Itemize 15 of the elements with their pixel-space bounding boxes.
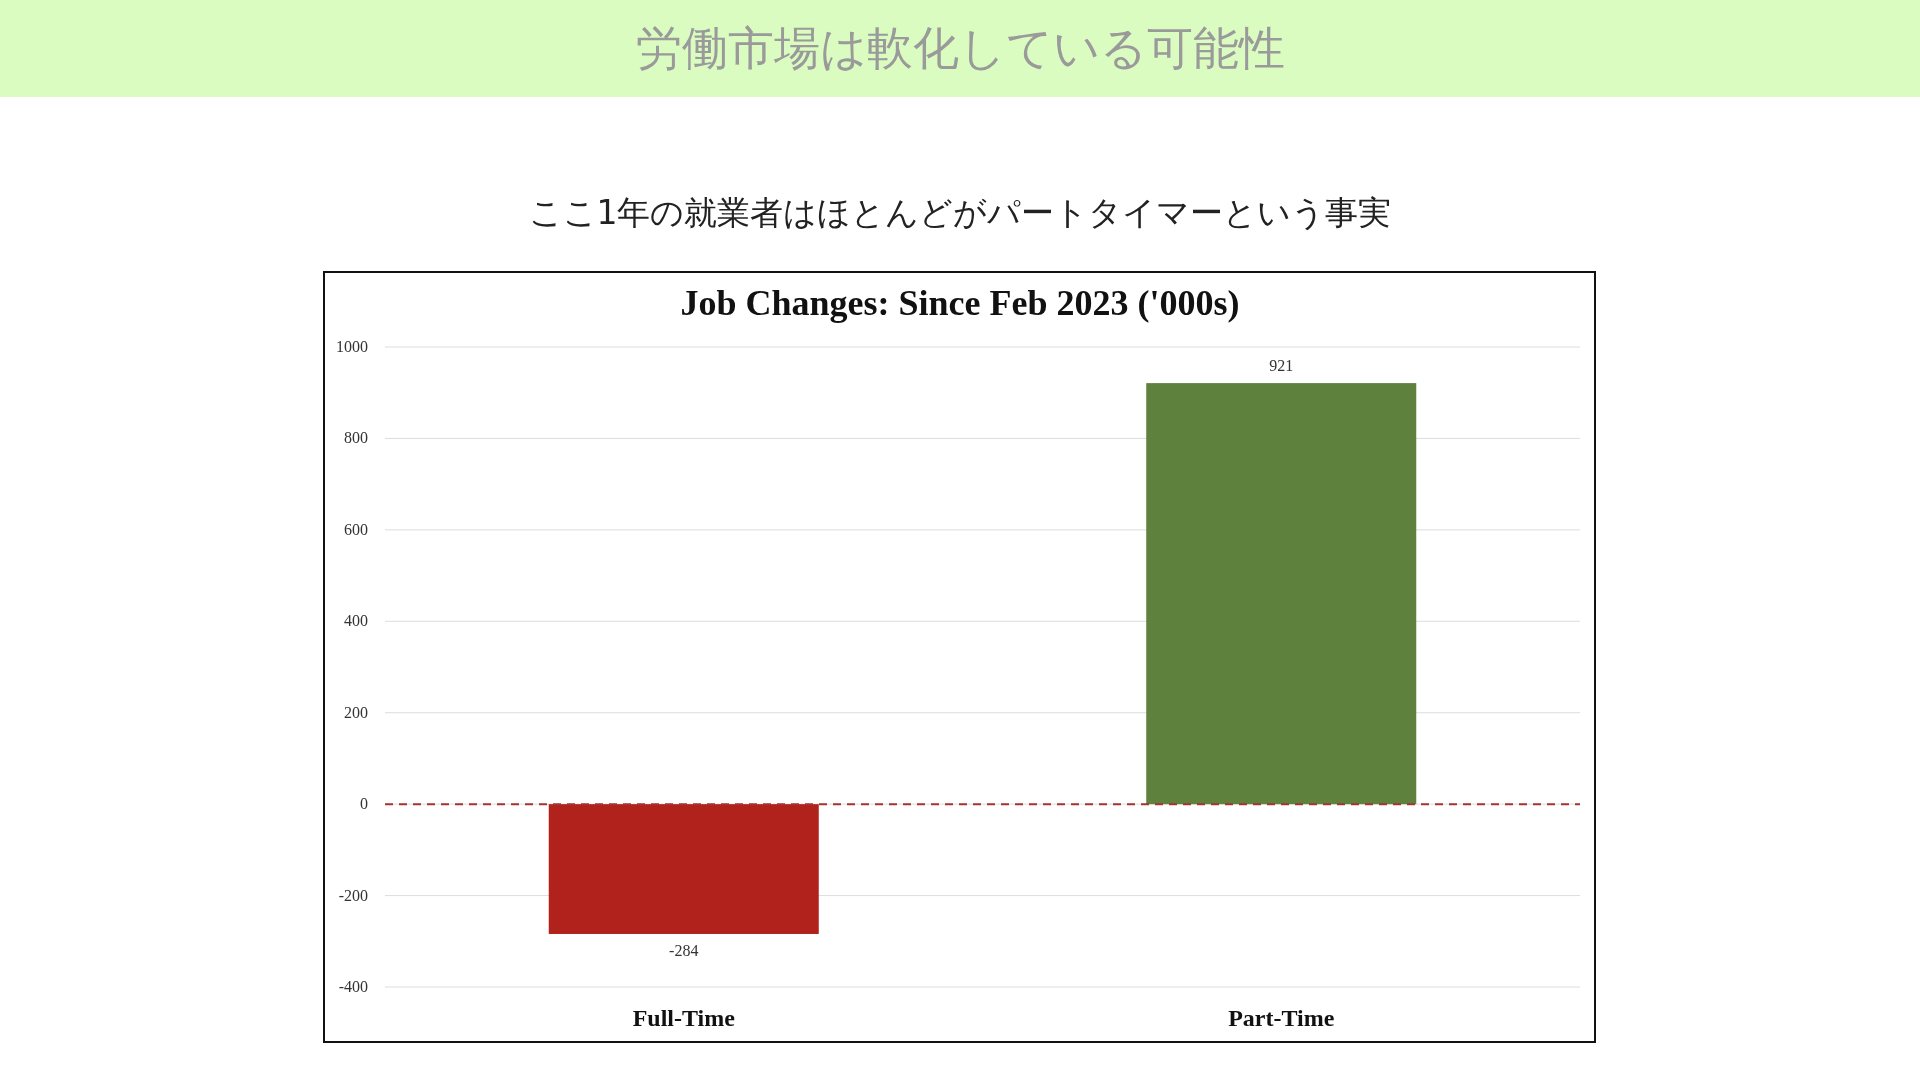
data-label: -284 <box>669 941 699 959</box>
y-tick-label: 1000 <box>336 338 368 355</box>
y-tick-label: 800 <box>344 429 368 447</box>
chart-title: Job Changes: Since Feb 2023 ('000s) <box>680 283 1240 323</box>
data-label: 921 <box>1269 357 1294 375</box>
y-tick-label: 200 <box>344 703 368 721</box>
x-tick-label: Part-Time <box>1228 1005 1335 1031</box>
y-tick-label: 600 <box>344 520 368 538</box>
y-tick-label: -400 <box>338 978 368 995</box>
y-tick-label: 0 <box>360 795 368 813</box>
text: 労働市場は軟化している可能性 <box>635 21 1285 75</box>
chart-subtitle: ここ1年の就業者はほとんどがパートタイマーという事実 <box>528 193 1392 232</box>
y-tick-label: -200 <box>338 886 368 904</box>
y-tick-label: 400 <box>344 612 368 630</box>
x-tick-label: Full-Time <box>632 1005 736 1031</box>
